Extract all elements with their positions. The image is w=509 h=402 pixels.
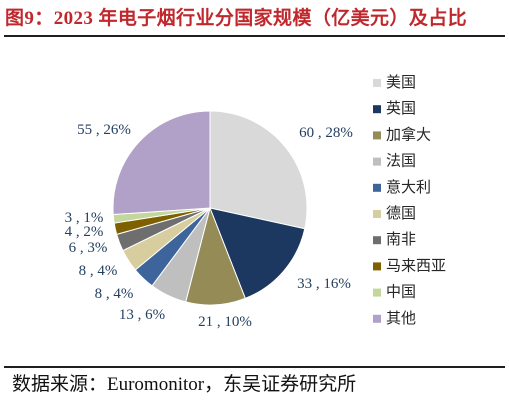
legend-item: 加拿大 [373, 125, 431, 143]
slice-data-label: 55 , 26% [77, 122, 131, 138]
legend-item: 南非 [373, 231, 416, 248]
slice-data-label: 8 , 4% [79, 263, 118, 279]
data-labels: 60 , 28% 33 , 16% 21 , 10% 13 , 6% 8 , 4% 8 ,… [65, 122, 353, 330]
legend-label: 法国 [386, 153, 416, 170]
slice-data-label: 4 , 2% [65, 224, 104, 240]
legend-swatch [373, 105, 381, 114]
legend-item: 马来西亚 [373, 257, 446, 274]
legend-item: 意大利 [373, 178, 431, 196]
pie-slices [112, 110, 308, 306]
legend-swatch [373, 288, 381, 297]
legend-swatch [373, 79, 381, 87]
legend-item: 其他 [373, 310, 416, 327]
legend-label: 马来西亚 [386, 257, 446, 274]
legend-item: 中国 [373, 284, 416, 301]
legend-label: 其他 [386, 310, 416, 327]
legend-label: 南非 [386, 231, 416, 248]
title-rule [4, 35, 505, 37]
legend-label: 意大利 [386, 178, 431, 196]
legend-label: 美国 [386, 74, 416, 91]
slice-data-label: 6 , 3% [69, 240, 108, 256]
slice-data-label: 60 , 28% [299, 125, 353, 141]
slice-data-label: 8 , 4% [95, 286, 134, 302]
slice-data-label: 33 , 16% [297, 276, 351, 292]
source-rule [4, 366, 505, 368]
figure-title: 图9：2023 年电子烟行业分国家规模（亿美元）及占比 [5, 8, 468, 29]
legend-label: 中国 [386, 284, 416, 301]
legend-item: 法国 [373, 153, 416, 170]
legend-item: 德国 [373, 204, 416, 222]
source-note: 数据来源：Euromonitor，东吴证券研究所 [12, 374, 357, 395]
pie-slice [112, 110, 211, 216]
slice-data-label: 13 , 6% [119, 307, 165, 323]
legend-item: 美国 [373, 74, 416, 91]
slice-data-label: 21 , 10% [198, 314, 252, 330]
legend-swatch [373, 131, 381, 140]
slice-data-label: 3 , 1% [65, 210, 104, 226]
legend-swatch [373, 262, 381, 271]
legend-swatch [373, 210, 381, 218]
pie-slice [209, 110, 308, 230]
legend-label: 英国 [386, 99, 416, 117]
legend-swatch [373, 157, 381, 166]
legend-item: 英国 [373, 99, 416, 117]
legend-label: 德国 [386, 204, 416, 222]
legend-swatch [373, 183, 381, 192]
legend-swatch [373, 236, 381, 245]
pie-slice [209, 207, 306, 300]
legend-swatch [373, 314, 381, 323]
legend-label: 加拿大 [386, 125, 431, 143]
